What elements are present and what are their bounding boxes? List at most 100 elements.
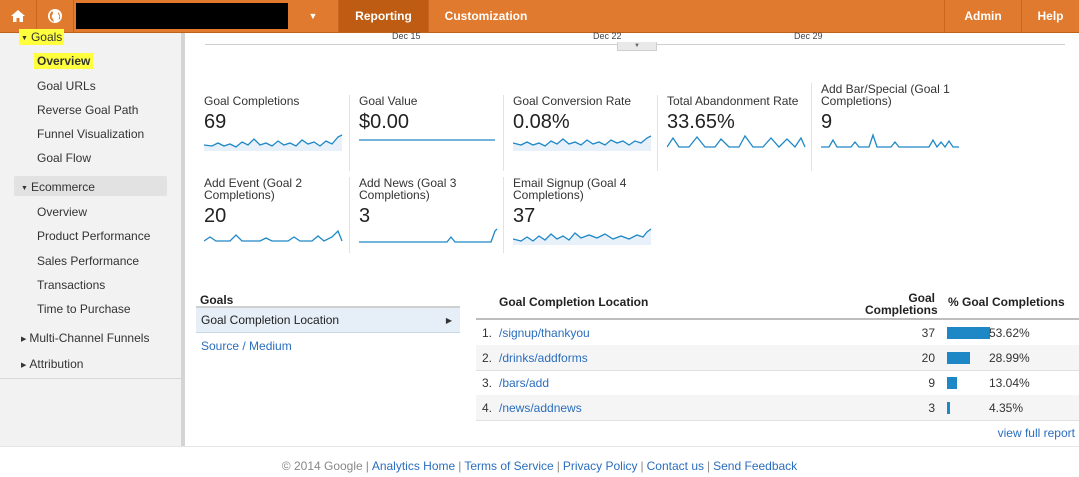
view-full-report-link[interactable]: view full report — [997, 426, 1075, 440]
metric-label: Add Event (Goal 2 Completions) — [204, 176, 303, 202]
sparkline — [513, 228, 652, 245]
metric-card-total-abandonment-rate[interactable]: Total Abandonment Rate 33.65% — [657, 95, 812, 171]
caret-right-icon: ▶ — [21, 362, 27, 369]
sidebar-item-goals-overview[interactable]: Overview — [34, 53, 94, 69]
metric-value: $0.00 — [359, 111, 410, 133]
caret-right-icon: ▶ — [445, 315, 452, 325]
column-header-completions: Goal Completions — [865, 291, 938, 317]
completions-value: 3 — [928, 401, 935, 415]
sidebar-section-ecommerce[interactable]: ▼ Ecommerce — [21, 180, 95, 194]
completions-value: 20 — [921, 351, 935, 365]
dimension-label: Goal Completion Location — [201, 313, 340, 327]
metric-value: 9 — [821, 111, 833, 133]
footer-link-analytics-home[interactable]: Analytics Home — [371, 459, 456, 473]
metric-card-add-bar-special[interactable]: Add Bar/Special (Goal 1 Completions) 9 — [811, 83, 966, 171]
percent-value: 53.62% — [989, 326, 1030, 340]
caret-right-icon: ▶ — [21, 336, 27, 343]
metric-card-add-news[interactable]: Add News (Goal 3 Completions) 3 — [349, 177, 504, 253]
table-row: 4. /news/addnews 3 4.35% — [476, 395, 1079, 421]
tab-reporting[interactable]: Reporting — [338, 0, 428, 32]
divider — [476, 318, 1079, 320]
tab-customization[interactable]: Customization — [428, 0, 543, 32]
collapse-chart-toggle[interactable]: ▼ — [617, 42, 657, 51]
copyright-text: © 2014 Google — [281, 459, 363, 473]
sidebar: ▼ Goals Overview Goal URLs Reverse Goal P… — [0, 29, 185, 446]
percent-bar — [947, 327, 990, 339]
metric-label: Total Abandonment Rate — [667, 94, 799, 108]
percent-bar — [947, 402, 950, 414]
admin-link[interactable]: Admin — [944, 0, 1021, 32]
sparkline — [359, 139, 495, 141]
sidebar-item-goal-urls[interactable]: Goal URLs — [37, 79, 96, 93]
sidebar-section-label: Multi-Channel Funnels — [29, 331, 150, 345]
metric-label: Goal Value — [359, 94, 418, 108]
location-link[interactable]: /drinks/addforms — [499, 351, 588, 365]
footer-link-terms-of-service[interactable]: Terms of Service — [464, 459, 554, 473]
sidebar-item-funnel-visualization[interactable]: Funnel Visualization — [37, 127, 145, 141]
home-icon[interactable] — [0, 0, 37, 32]
location-link[interactable]: /signup/thankyou — [499, 326, 590, 340]
divider — [196, 306, 460, 308]
percent-value: 28.99% — [989, 351, 1030, 365]
footer-link-contact-us[interactable]: Contact us — [646, 459, 704, 473]
metric-card-add-event[interactable]: Add Event (Goal 2 Completions) 20 — [200, 177, 354, 253]
metric-value: 69 — [204, 111, 227, 133]
goals-dimension-source-medium[interactable]: Source / Medium — [201, 339, 292, 353]
metric-label: Goal Completions — [204, 94, 300, 108]
goals-panel-header: Goals — [200, 293, 234, 307]
location-link[interactable]: /bars/add — [499, 376, 550, 390]
help-link[interactable]: Help — [1021, 0, 1079, 32]
sidebar-item-time-to-purchase[interactable]: Time to Purchase — [37, 302, 131, 316]
row-number: 3. — [482, 376, 493, 390]
column-header-percent: % Goal Completions — [948, 295, 1065, 309]
sidebar-item-reverse-goal-path[interactable]: Reverse Goal Path — [37, 103, 139, 117]
account-selector-redacted[interactable] — [76, 3, 288, 29]
table-row: 1. /signup/thankyou 37 53.62% — [476, 320, 1079, 346]
metric-label: Email Signup (Goal 4 Completions) — [513, 176, 627, 202]
percent-bar — [947, 377, 957, 389]
metric-card-goal-value[interactable]: Goal Value $0.00 — [349, 95, 504, 171]
sidebar-section-label: Ecommerce — [30, 180, 95, 194]
footer-link-send-feedback[interactable]: Send Feedback — [713, 459, 798, 473]
completions-value: 9 — [928, 376, 935, 390]
sidebar-item-product-performance[interactable]: Product Performance — [37, 229, 151, 243]
chevron-down-icon[interactable]: ▼ — [308, 11, 318, 21]
globe-icon[interactable] — [37, 0, 74, 32]
main-content: Dec 15 Dec 22 Dec 29 ▼ Goal Completions … — [185, 31, 1079, 446]
metric-value: 3 — [359, 205, 371, 227]
percent-value: 4.35% — [989, 401, 1024, 415]
sidebar-section-multi-channel-funnels[interactable]: ▶ Multi-Channel Funnels — [21, 331, 149, 345]
sparkline — [821, 133, 959, 149]
metric-card-email-signup[interactable]: Email Signup (Goal 4 Completions) 37 — [503, 177, 658, 253]
caret-down-icon: ▼ — [21, 185, 28, 192]
percent-bar — [947, 352, 970, 364]
column-header-location: Goal Completion Location — [499, 295, 649, 309]
timeline-label: Dec 15 — [392, 31, 421, 41]
timeline-label: Dec 29 — [794, 31, 823, 41]
metric-card-goal-completions[interactable]: Goal Completions 69 — [200, 95, 354, 171]
table-row: 2. /drinks/addforms 20 28.99% — [476, 345, 1079, 371]
divider — [0, 378, 181, 379]
location-link[interactable]: /news/addnews — [499, 401, 582, 415]
metric-value: 20 — [204, 205, 227, 227]
metric-card-goal-conversion-rate[interactable]: Goal Conversion Rate 0.08% — [503, 95, 658, 171]
footer-background — [0, 446, 1079, 477]
metric-value: 33.65% — [667, 111, 735, 133]
sidebar-section-goals[interactable]: ▼ Goals — [19, 29, 65, 45]
sparkline — [204, 229, 343, 242]
footer-link-privacy-policy[interactable]: Privacy Policy — [562, 459, 638, 473]
metric-value: 0.08% — [513, 111, 570, 133]
sparkline — [513, 135, 652, 151]
sidebar-item-sales-performance[interactable]: Sales Performance — [37, 254, 140, 268]
sidebar-item-transactions[interactable]: Transactions — [37, 278, 106, 292]
timeline-label: Dec 22 — [593, 31, 622, 41]
sidebar-item-ecommerce-overview[interactable]: Overview — [37, 205, 88, 219]
sidebar-item-goal-flow[interactable]: Goal Flow — [37, 151, 92, 165]
sidebar-section-attribution[interactable]: ▶ Attribution — [21, 357, 83, 371]
goals-dimension-goal-completion-location[interactable]: Goal Completion Location ▶ — [196, 308, 460, 333]
row-number: 1. — [482, 326, 493, 340]
sparkline — [204, 134, 343, 151]
top-navigation-bar: ▼ Reporting Customization Admin Help — [0, 0, 1079, 33]
metric-label: Add Bar/Special (Goal 1 Completions) — [821, 82, 950, 108]
sparkline — [667, 134, 806, 149]
